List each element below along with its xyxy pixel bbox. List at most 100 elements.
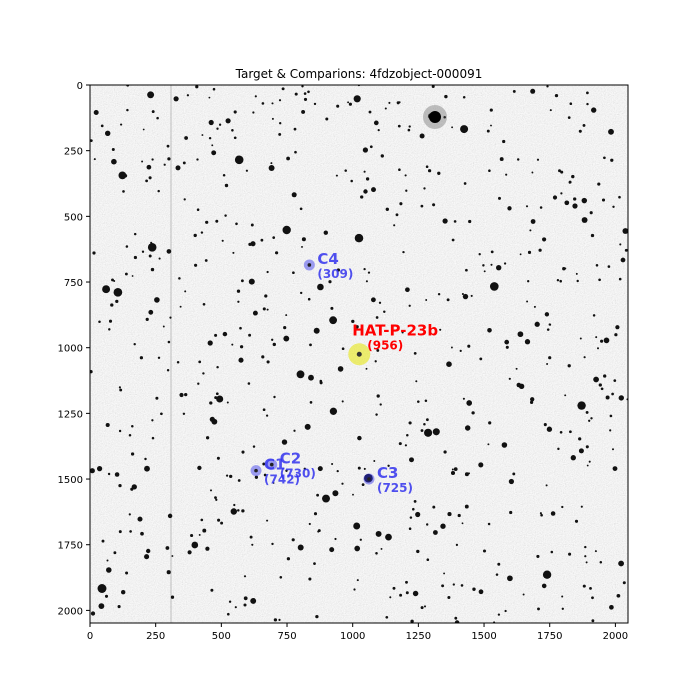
background-star [239,326,242,330]
background-star [296,370,305,379]
background-star [252,445,256,448]
background-star [93,110,99,115]
background-star [245,169,248,172]
comparison-star [269,462,274,467]
background-star [271,542,274,546]
background-star [471,411,475,415]
background-star [197,465,202,471]
background-star [140,531,144,536]
background-star [569,430,572,434]
background-star [596,347,600,350]
background-star [308,522,311,526]
background-star [133,255,137,260]
background-star [291,538,295,542]
background-star [603,156,606,160]
background-star [308,577,312,581]
background-star [329,547,335,553]
background-star [447,512,452,517]
background-star [377,129,380,132]
background-star [225,474,229,477]
background-star [118,429,122,433]
background-star [107,472,111,476]
background-star [362,147,369,153]
background-star [167,157,171,161]
background-star [410,619,414,623]
background-star [387,464,390,467]
background-star [186,94,190,97]
background-star [574,519,579,523]
background-star [443,450,447,454]
x-tick-label: 0 [87,631,93,642]
background-star [470,294,473,297]
background-star [337,366,344,372]
background-star [567,116,571,119]
background-star [237,509,240,512]
background-star [301,237,306,242]
background-star [379,403,382,406]
background-star [437,171,441,175]
background-star [385,207,389,211]
background-star [464,504,469,509]
background-star [191,541,199,549]
y-tick-label: 2000 [58,606,83,617]
background-star [489,108,493,112]
background-star [427,169,432,173]
background-star [113,287,123,297]
background-star [425,165,429,168]
background-star [375,530,382,537]
background-star [125,571,129,575]
background-star [111,158,117,165]
background-star [234,606,237,609]
background-star [313,102,317,106]
background-star [285,469,288,473]
background-star [217,518,221,522]
star-field [90,85,628,623]
background-star [526,300,529,303]
background-star [251,543,254,546]
background-star [509,510,513,515]
background-star [464,425,471,431]
background-star [118,171,127,180]
background-star [536,554,540,558]
background-star [195,85,199,89]
background-star [120,123,123,126]
y-tick-label: 0 [77,81,83,92]
background-star [260,238,264,242]
background-star [125,245,129,248]
background-star [363,189,368,194]
background-star [383,310,386,313]
background-star [225,118,231,124]
background-star [156,116,159,120]
background-star [90,370,93,374]
background-star [304,423,311,430]
background-star [380,547,383,550]
target-label: HAT-P-23b [352,321,438,339]
background-star [408,421,412,425]
background-star [90,139,93,143]
background-star [100,124,104,128]
background-star [393,224,396,227]
background-star [110,303,114,307]
background-star [425,523,429,526]
background-star [208,96,211,99]
background-star [538,248,542,252]
background-star [406,434,409,437]
background-star [281,439,288,445]
background-star [202,528,207,533]
background-star [104,594,109,598]
background-star [249,535,253,539]
background-star [564,200,570,206]
background-star [454,620,460,623]
background-star [111,278,114,282]
background-star [212,87,216,91]
background-star [190,533,194,538]
background-star [128,433,132,437]
background-star [170,595,175,599]
comparison-count-label: (725) [377,481,413,495]
background-star [98,320,101,323]
y-tick-label: 750 [64,278,83,289]
background-star [395,213,399,217]
background-star [550,550,554,554]
background-star [546,85,549,88]
